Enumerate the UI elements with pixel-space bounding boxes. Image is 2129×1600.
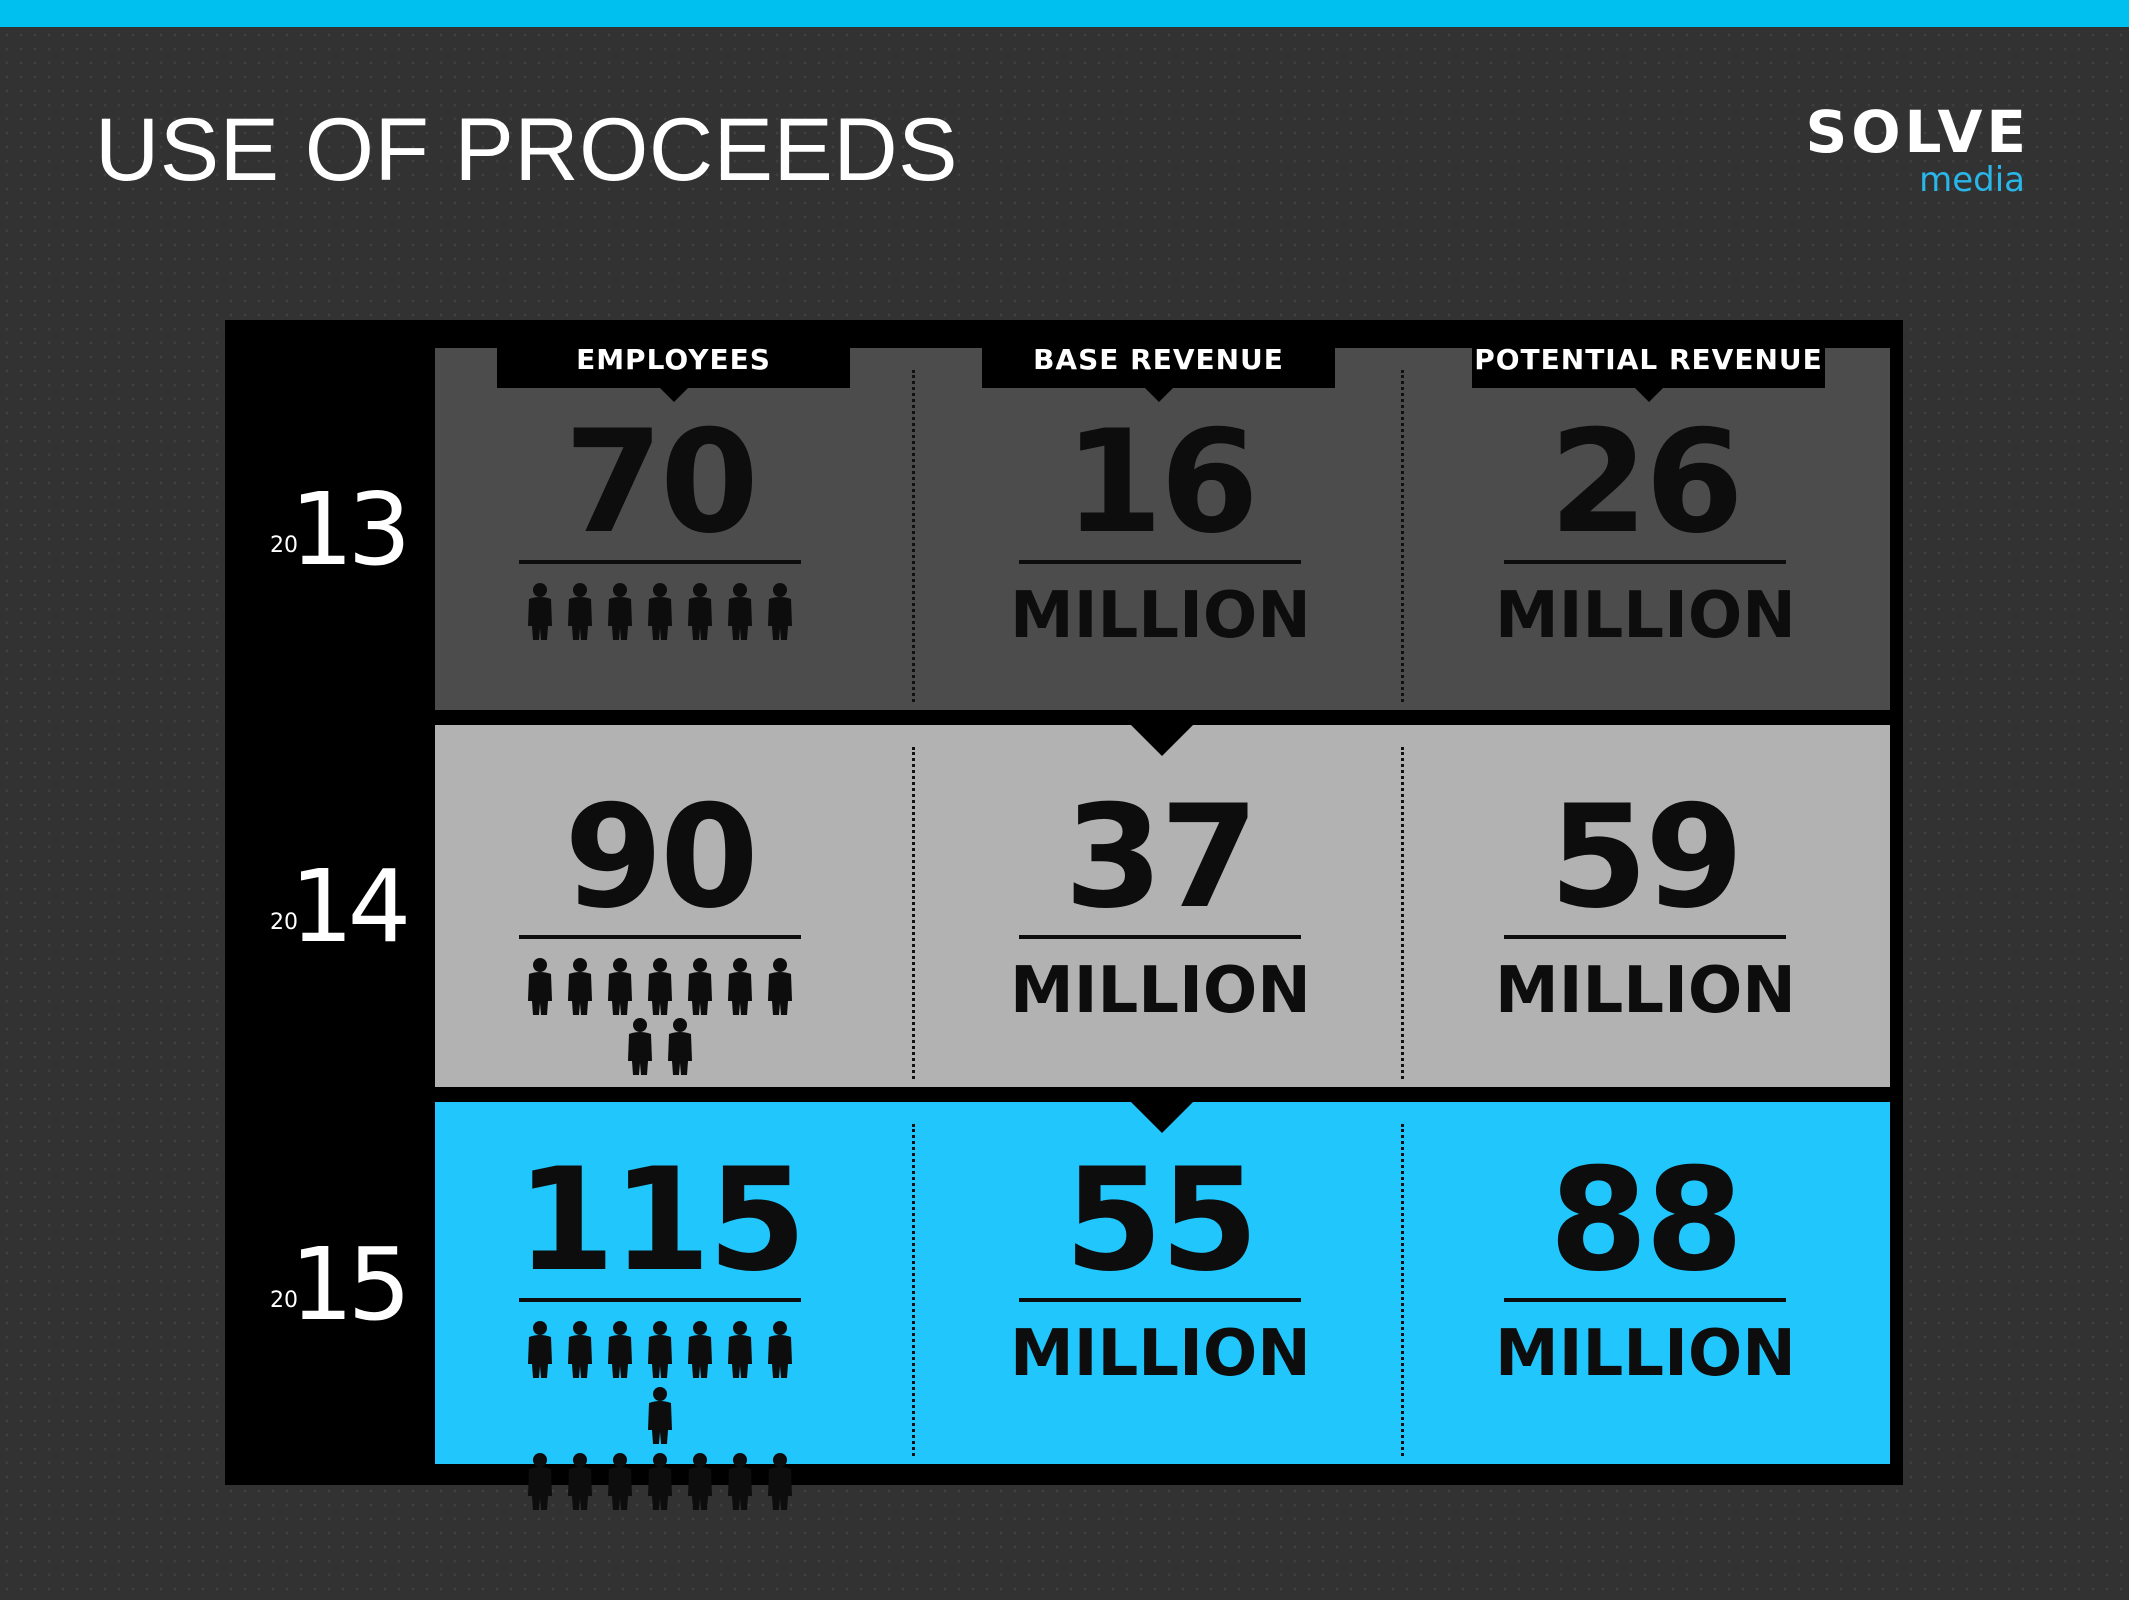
revenue-value: 16 [1064,400,1259,565]
column-divider [1401,370,1404,702]
logo-wordmark: SOLVE [1805,98,2030,166]
revenue-value: 59 [1549,775,1744,940]
unit-label: MILLION [1010,1317,1311,1391]
column-divider [912,1124,915,1456]
person-icon [725,957,755,1017]
person-icon [525,582,555,642]
year-label-2015: 20 15 [270,1215,420,1335]
person-icon [725,582,755,642]
person-icon [645,1320,675,1380]
base-revenue-2015: 55 MILLION [1010,1138,1311,1391]
person-icon [645,1452,675,1512]
revenue-value: 26 [1549,400,1744,565]
row-arrow-notch [1128,1099,1196,1133]
person-icon [665,1017,695,1077]
column-divider [912,370,915,702]
base-revenue-2013: 16 MILLION [1010,400,1311,653]
employees-2015: 115 [510,1150,810,1518]
row-2013 [435,348,1890,710]
revenue-value: 88 [1549,1138,1744,1303]
year-prefix: 20 [270,910,298,935]
column-divider [1401,747,1404,1079]
person-icon [765,582,795,642]
person-icon [685,957,715,1017]
year-label-2014: 20 14 [270,837,420,957]
year-suffix: 15 [290,1226,411,1343]
column-divider [1401,1124,1404,1456]
person-icon [685,1320,715,1380]
unit-label: MILLION [1495,1317,1796,1391]
unit-label: MILLION [1010,954,1311,1028]
year-prefix: 20 [270,533,298,558]
person-icon [605,1320,635,1380]
person-icon [525,1452,555,1512]
slide-title: USE OF PROCEEDS [95,99,959,199]
person-icon [605,1452,635,1512]
row-arrow-notch [1128,722,1196,756]
people-icons [510,582,810,642]
people-icons [510,1320,810,1518]
unit-label: MILLION [1495,954,1796,1028]
column-header-employees: EMPLOYEES [497,330,850,402]
people-icons [510,957,810,1077]
unit-label: MILLION [1495,579,1796,653]
person-icon [765,1452,795,1512]
top-accent-bar [0,0,2129,27]
year-suffix: 13 [290,471,411,588]
person-icon [625,1017,655,1077]
year-prefix: 20 [270,1288,298,1313]
person-icon [645,957,675,1017]
person-icon [565,1452,595,1512]
employee-count: 90 [564,775,759,940]
solve-media-logo: SOLVE media [1805,103,2030,203]
year-suffix: 14 [290,848,411,965]
underline-rule [1504,1298,1786,1302]
underline-rule [1019,560,1301,564]
underline-rule [1504,560,1786,564]
employees-2013: 70 [510,412,810,642]
person-icon [525,957,555,1017]
revenue-value: 55 [1064,1138,1259,1303]
base-revenue-2014: 37 MILLION [1010,775,1311,1028]
person-icon [765,957,795,1017]
person-icon [725,1452,755,1512]
column-divider [912,747,915,1079]
person-icon [605,957,635,1017]
employees-2014: 90 [510,787,810,1077]
person-icon [685,582,715,642]
potential-revenue-2014: 59 MILLION [1495,775,1796,1028]
employee-count: 115 [516,1138,806,1303]
row-2015 [435,1102,1890,1464]
person-icon [765,1320,795,1380]
underline-rule [519,935,801,939]
person-icon [565,1320,595,1380]
person-icon [645,1386,675,1446]
underline-rule [1504,935,1786,939]
potential-revenue-2015: 88 MILLION [1495,1138,1796,1391]
column-header-potential-revenue: POTENTIAL REVENUE [1472,330,1825,402]
unit-label: MILLION [1010,579,1311,653]
person-icon [605,582,635,642]
person-icon [645,582,675,642]
underline-rule [519,1298,801,1302]
person-icon [565,957,595,1017]
employee-count: 70 [564,400,759,565]
potential-revenue-2013: 26 MILLION [1495,400,1796,653]
column-header-base-revenue: BASE REVENUE [982,330,1335,402]
person-icon [685,1452,715,1512]
underline-rule [1019,1298,1301,1302]
person-icon [525,1320,555,1380]
person-icon [725,1320,755,1380]
logo-subtitle: media [1919,160,2025,200]
person-icon [565,582,595,642]
year-label-2013: 20 13 [270,460,420,580]
underline-rule [1019,935,1301,939]
underline-rule [519,560,801,564]
revenue-value: 37 [1064,775,1259,940]
